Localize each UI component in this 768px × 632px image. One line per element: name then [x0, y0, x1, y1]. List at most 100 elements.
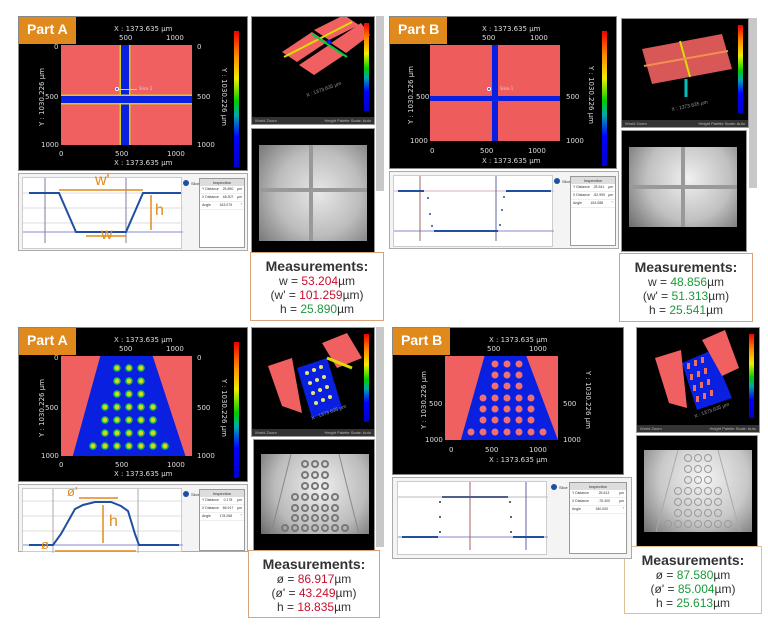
microscope-frame: [644, 449, 752, 533]
x-tick-top-1000: 1000: [529, 345, 547, 353]
y-tick-1000: 1000: [425, 436, 443, 444]
x-axis-title-top: X : 1373.635 µm: [114, 25, 173, 33]
view-3d[interactable]: X : 1373.635 µm World Zoom Height Palett…: [621, 18, 749, 128]
slice-label: Slice 1: [139, 86, 153, 91]
legend-dot-icon: [183, 180, 189, 186]
profile-chart[interactable]: [397, 481, 548, 555]
microscope-image[interactable]: [621, 130, 747, 252]
profile-line-plot: [394, 176, 554, 241]
trench-horizontal: [61, 96, 192, 103]
microscope-frame: [259, 145, 367, 241]
toolbar-strip[interactable]: [376, 16, 384, 191]
measurement-h: h = 18.835µm: [277, 600, 351, 614]
x-tick-top-500: 500: [119, 34, 133, 42]
trench-vertical: [492, 45, 498, 141]
view-3d[interactable]: X : 1373.635 µm World Zoom Height Palett…: [251, 327, 375, 437]
height-colorbar: [234, 342, 239, 478]
x-tick-0: 0: [59, 150, 64, 158]
inspection-table: Inspection Y Distance 0.178 µm X Distance 8…: [199, 489, 245, 551]
slice-marker[interactable]: [487, 87, 491, 91]
panel-bottom-part-a: Part A X : 1373.635 µm 500 1000 0 500 10…: [18, 327, 384, 618]
y-tick-right-0: 0: [197, 354, 202, 362]
y-tick-right-1000: 1000: [197, 141, 215, 149]
measurement-diameter: ø = 86.917µm: [276, 572, 352, 586]
profile-chart[interactable]: [393, 175, 554, 247]
x-axis-title: X : 1373.635 µm: [114, 159, 173, 167]
y-axis-title: Y : 1030.226 µm: [37, 379, 46, 437]
x-tick-500: 500: [485, 446, 499, 454]
microscope-image[interactable]: [251, 128, 375, 256]
microscope-image[interactable]: [636, 435, 758, 549]
legend-dot-icon: [551, 484, 557, 490]
x-tick-1000: 1000: [528, 147, 546, 155]
x-axis-title-top: X : 1373.635 µm: [482, 25, 541, 33]
3d-axis-label: X : 1373.635 µm: [306, 81, 343, 99]
pillar-array: [467, 360, 547, 436]
pillar-array: [89, 364, 169, 450]
x-tick-top-1000: 1000: [166, 345, 184, 353]
part-badge: Part A: [19, 17, 76, 44]
profile-chart[interactable]: w' w h: [22, 172, 183, 249]
height-map-2d[interactable]: Part A X : 1373.635 µm 500 1000 0 500 10…: [18, 327, 248, 482]
annotation-w-prime: w': [95, 172, 110, 189]
x-axis-title: X : 1373.635 µm: [482, 157, 541, 165]
chart-legend: Slice 1: [551, 484, 571, 490]
legend-dot-icon: [183, 491, 189, 497]
measurement-w-prime: (w' = 51.313µm): [642, 289, 730, 303]
measurement-w: w = 48.856µm: [648, 275, 724, 289]
view-3d[interactable]: X : 1373.635 µm World Zoom Height Palett…: [251, 16, 375, 125]
toolbar-strip[interactable]: [376, 327, 384, 547]
y-tick-right-500: 500: [563, 400, 577, 408]
profile-chart[interactable]: ø' h ø: [22, 484, 183, 553]
slice-marker[interactable]: [115, 87, 119, 91]
y-tick-right-500: 500: [197, 404, 211, 412]
profile-line-plot: [398, 482, 548, 550]
slice-line: [119, 89, 137, 90]
x-axis-title-top: X : 1373.635 µm: [489, 336, 548, 344]
trench-horizontal: [430, 96, 560, 101]
measurements-box: Measurements: w = 53.204µm (w' = 101.259…: [250, 252, 384, 321]
y-tick-right-500: 500: [197, 93, 211, 101]
y-axis-title-right: Y : 1030.226 µm: [219, 68, 228, 126]
height-map-2d[interactable]: Slice 1 Part B X : 1373.635 µm 500 1000 …: [389, 16, 617, 169]
measurements-box: Measurements: ø = 87.580µm (ø' = 85.004µ…: [624, 546, 762, 614]
y-axis-title-right: Y : 1030.226 µm: [586, 66, 595, 124]
y-tick-0: 0: [54, 43, 59, 51]
profile-panel: w' w h Slice 1 Inspection Y Distance 25.8…: [18, 172, 248, 251]
3d-statusbar: World Zoom Height Palette Scale: Auto: [252, 117, 374, 124]
height-map-plot[interactable]: [61, 356, 192, 456]
measurement-diameter-prime: (ø' = 85.004µm): [650, 582, 736, 596]
profile-panel: ø' h ø Slice 1 Inspection Y Distance 0.17…: [18, 484, 248, 553]
height-map-plot[interactable]: [445, 356, 558, 440]
x-tick-top-500: 500: [487, 345, 501, 353]
toolbar-strip[interactable]: [749, 18, 757, 188]
y-tick-right-1000: 1000: [566, 137, 584, 145]
x-axis-title-top: X : 1373.635 µm: [114, 336, 173, 344]
x-tick-1000: 1000: [167, 461, 185, 469]
height-map-2d[interactable]: Part B X : 1373.635 µm 500 1000 500 1000…: [392, 327, 624, 475]
height-map-2d[interactable]: Slice 1 Part A X : 1373.635 µm 500 1000 …: [18, 16, 248, 171]
y-tick-right-500: 500: [566, 93, 580, 101]
3d-statusbar: World Zoom Height Palette Scale: Auto: [622, 120, 748, 127]
3d-surface-render: X : 1373.635 µm: [655, 330, 739, 420]
microscope-image[interactable]: [253, 439, 375, 553]
height-map-plot[interactable]: Slice 1: [430, 45, 560, 141]
3d-status-right: Height Palette Scale: Auto: [324, 118, 371, 123]
3d-axis-label: X : 1373.635 µm: [671, 99, 708, 113]
chart-legend: Slice 1: [183, 180, 203, 186]
height-map-plot[interactable]: Slice 1: [61, 45, 192, 145]
inspection-table: Inspection Y Distance 25.541 µm X Distance…: [570, 176, 616, 246]
y-tick-500: 500: [429, 400, 443, 408]
annotation-w: w: [101, 226, 113, 243]
profile-panel: Slice 1 Inspection Y Distance 25.613 µm X …: [392, 477, 632, 559]
panel-top-part-b: Slice 1 Part B X : 1373.635 µm 500 1000 …: [389, 16, 765, 322]
3d-statusbar: World Zoom Height Palette Scale: Auto: [637, 425, 759, 432]
measurement-h: h = 25.613µm: [656, 596, 730, 610]
x-tick-top-500: 500: [482, 34, 496, 42]
y-tick-500: 500: [45, 93, 59, 101]
microscope-pillars: [270, 453, 360, 535]
measurements-box: Measurements: w = 48.856µm (w' = 51.313µ…: [619, 253, 753, 322]
height-colorbar: [234, 31, 239, 167]
part-badge: Part B: [393, 328, 451, 355]
view-3d[interactable]: X : 1373.635 µm World Zoom Height Palett…: [636, 327, 760, 433]
